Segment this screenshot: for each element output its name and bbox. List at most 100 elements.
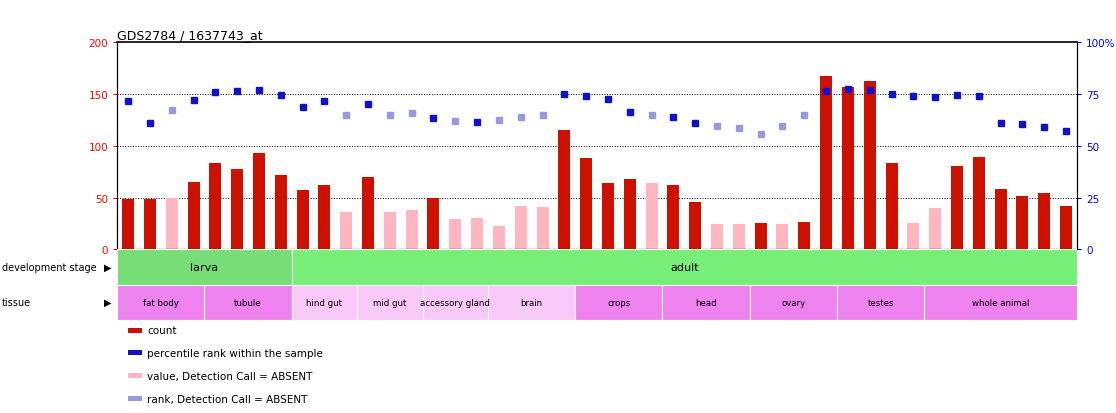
- Bar: [270, 250, 291, 314]
- Bar: [881, 250, 903, 314]
- Bar: [531, 250, 554, 314]
- Bar: [117, 250, 291, 285]
- Bar: [580, 159, 593, 250]
- Text: mid gut: mid gut: [373, 298, 406, 307]
- Bar: [183, 250, 204, 314]
- Bar: [187, 183, 200, 250]
- Bar: [864, 82, 876, 250]
- Bar: [903, 250, 924, 314]
- Bar: [645, 184, 657, 250]
- Bar: [1033, 250, 1055, 314]
- Bar: [951, 166, 963, 250]
- Bar: [335, 250, 357, 314]
- Bar: [510, 250, 531, 314]
- Bar: [117, 250, 140, 314]
- Bar: [1038, 193, 1050, 250]
- Bar: [930, 209, 941, 250]
- Bar: [275, 176, 287, 250]
- Bar: [314, 250, 335, 314]
- Bar: [558, 131, 570, 250]
- Bar: [537, 207, 549, 250]
- Bar: [690, 202, 701, 250]
- Text: percentile rank within the sample: percentile rank within the sample: [147, 348, 324, 358]
- Bar: [231, 169, 243, 250]
- Bar: [1060, 206, 1072, 250]
- Bar: [597, 250, 619, 314]
- Text: head: head: [695, 298, 716, 307]
- Bar: [444, 250, 466, 314]
- Bar: [291, 285, 357, 320]
- Bar: [837, 285, 924, 320]
- Bar: [754, 223, 767, 250]
- Bar: [140, 250, 161, 314]
- Bar: [122, 199, 134, 250]
- Text: tissue: tissue: [2, 297, 31, 308]
- Bar: [990, 250, 1011, 314]
- Text: adult: adult: [670, 262, 699, 273]
- Bar: [357, 285, 423, 320]
- Bar: [575, 285, 663, 320]
- Text: development stage: development stage: [2, 262, 97, 273]
- Text: hind gut: hind gut: [307, 298, 343, 307]
- Bar: [968, 250, 990, 314]
- Text: ▶: ▶: [104, 297, 112, 308]
- Bar: [450, 220, 461, 250]
- Bar: [859, 250, 881, 314]
- Bar: [733, 224, 744, 250]
- Bar: [706, 250, 728, 314]
- Bar: [663, 250, 684, 314]
- Bar: [837, 250, 859, 314]
- Text: brain: brain: [520, 298, 542, 307]
- Bar: [227, 250, 248, 314]
- Bar: [318, 186, 330, 250]
- Bar: [924, 285, 1077, 320]
- Bar: [750, 285, 837, 320]
- Text: larva: larva: [191, 262, 219, 273]
- Bar: [248, 250, 270, 314]
- Bar: [946, 250, 968, 314]
- Text: fat body: fat body: [143, 298, 179, 307]
- Bar: [1055, 250, 1077, 314]
- Bar: [663, 285, 750, 320]
- Bar: [401, 250, 423, 314]
- Text: whole animal: whole animal: [972, 298, 1029, 307]
- Bar: [204, 285, 291, 320]
- Bar: [340, 213, 353, 250]
- Bar: [493, 226, 504, 250]
- Text: count: count: [147, 325, 176, 335]
- Bar: [667, 186, 680, 250]
- Text: ▶: ▶: [104, 262, 112, 273]
- Bar: [161, 250, 183, 314]
- Bar: [841, 88, 854, 250]
- Text: GDS2784 / 1637743_at: GDS2784 / 1637743_at: [117, 29, 262, 42]
- Bar: [554, 250, 575, 314]
- Bar: [362, 178, 374, 250]
- Text: crops: crops: [607, 298, 631, 307]
- Bar: [602, 184, 614, 250]
- Bar: [641, 250, 663, 314]
- Text: rank, Detection Call = ABSENT: rank, Detection Call = ABSENT: [147, 394, 308, 404]
- Bar: [253, 154, 264, 250]
- Bar: [994, 190, 1007, 250]
- Bar: [165, 198, 177, 250]
- Bar: [777, 224, 789, 250]
- Text: accessory gland: accessory gland: [421, 298, 490, 307]
- Bar: [144, 199, 156, 250]
- Bar: [1017, 196, 1029, 250]
- Bar: [575, 250, 597, 314]
- Bar: [291, 250, 1077, 285]
- Bar: [1011, 250, 1033, 314]
- Bar: [619, 250, 641, 314]
- Bar: [117, 285, 204, 320]
- Bar: [466, 250, 488, 314]
- Bar: [624, 180, 636, 250]
- Bar: [488, 250, 510, 314]
- Bar: [820, 76, 833, 250]
- Bar: [728, 250, 750, 314]
- Bar: [815, 250, 837, 314]
- Bar: [384, 213, 396, 250]
- Bar: [514, 206, 527, 250]
- Bar: [488, 285, 575, 320]
- Text: tubule: tubule: [234, 298, 262, 307]
- Bar: [771, 250, 793, 314]
